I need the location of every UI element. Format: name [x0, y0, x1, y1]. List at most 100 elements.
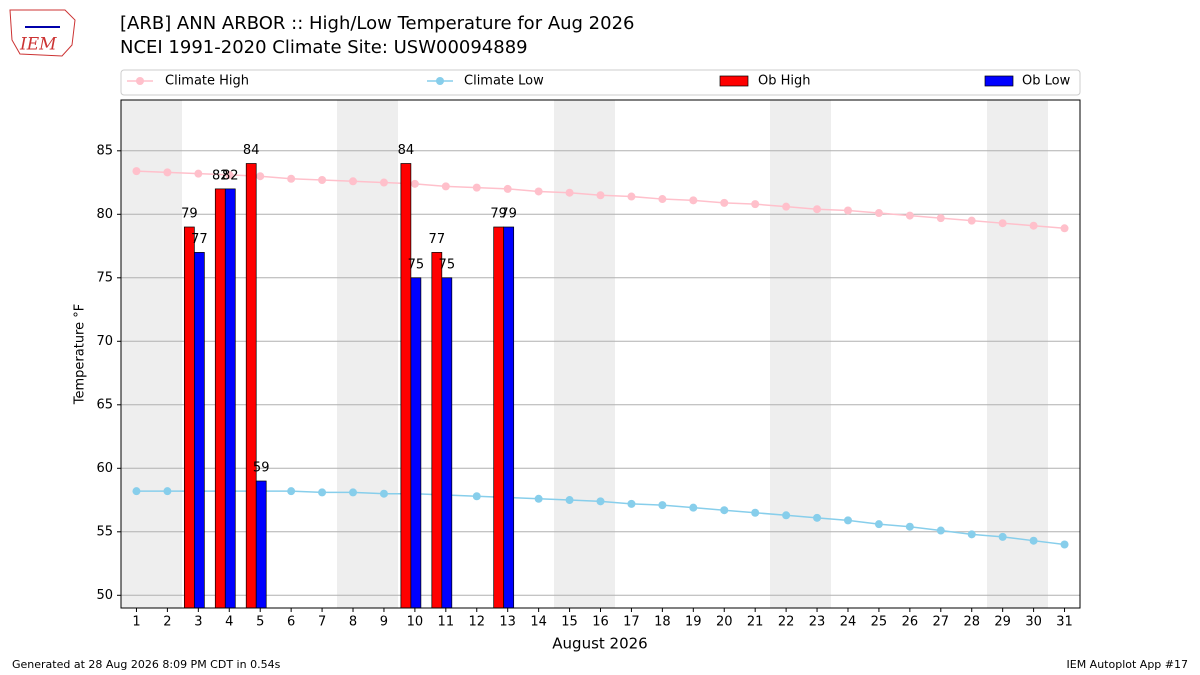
bar — [431, 252, 443, 609]
bar — [441, 277, 453, 609]
point — [751, 200, 760, 209]
x-tick-label: 27 — [933, 615, 950, 630]
data-label: 75 — [408, 257, 425, 272]
y-axis-label: Temperature °F — [73, 304, 88, 405]
data-label: 77 — [191, 232, 208, 247]
chart-subtitle: NCEI 1991-2020 Climate Site: USW00094889 — [120, 37, 528, 58]
point — [441, 182, 450, 191]
x-tick-label: 18 — [654, 615, 671, 630]
point — [318, 488, 327, 497]
point — [720, 506, 729, 515]
x-tick-label: 31 — [1056, 615, 1073, 630]
point — [132, 487, 141, 496]
data-label: 59 — [253, 461, 270, 476]
point — [905, 522, 914, 531]
bar — [214, 188, 226, 609]
point — [534, 494, 543, 503]
footer-left: Generated at 28 Aug 2026 8:09 PM CDT in … — [12, 658, 281, 671]
point — [658, 501, 667, 510]
x-tick-label: 3 — [194, 615, 202, 630]
point — [1029, 221, 1038, 230]
point — [658, 195, 667, 204]
point — [689, 503, 698, 512]
logo-outline — [9, 9, 76, 57]
point — [967, 216, 976, 225]
y-tick-label: 65 — [96, 397, 113, 412]
weekend-band — [770, 100, 831, 608]
x-tick-label: 7 — [318, 615, 326, 630]
point — [534, 187, 543, 196]
point — [379, 489, 388, 498]
data-label: 79 — [500, 207, 517, 222]
point — [751, 508, 760, 517]
x-tick-label: 2 — [163, 615, 171, 630]
x-tick-label: 21 — [747, 615, 764, 630]
point — [782, 511, 791, 520]
point — [627, 499, 636, 508]
x-tick-label: 20 — [716, 615, 733, 630]
point — [782, 202, 791, 211]
y-tick-label: 70 — [96, 334, 113, 349]
point — [225, 170, 234, 179]
point — [936, 214, 945, 223]
point — [379, 178, 388, 187]
data-label: 82 — [222, 168, 239, 183]
bar — [493, 226, 505, 609]
y-tick-label: 50 — [96, 588, 113, 603]
x-tick-label: 13 — [499, 615, 516, 630]
point — [905, 211, 914, 220]
y-tick-label: 60 — [96, 461, 113, 476]
point — [287, 487, 296, 496]
weekend-band — [554, 100, 615, 608]
bar — [255, 480, 267, 609]
x-tick-label: 16 — [592, 615, 609, 630]
point — [349, 177, 358, 186]
x-tick-label: 4 — [225, 615, 233, 630]
point — [349, 488, 358, 497]
point — [194, 169, 203, 178]
y-tick-label: 75 — [96, 270, 113, 285]
logo: IEM — [9, 9, 76, 57]
x-tick-label: 24 — [840, 615, 857, 630]
bar — [183, 226, 195, 609]
data-label: 84 — [243, 143, 260, 158]
legend-marker — [436, 77, 444, 85]
x-tick-label: 17 — [623, 615, 640, 630]
point — [472, 492, 481, 501]
point — [163, 487, 172, 496]
point — [720, 198, 729, 207]
legend-swatch — [719, 75, 749, 87]
legend-swatch — [984, 75, 1014, 87]
point — [256, 172, 265, 181]
weekend-band — [987, 100, 1048, 608]
point — [689, 196, 698, 205]
point — [1060, 540, 1069, 549]
point — [874, 209, 883, 218]
point — [874, 520, 883, 529]
point — [967, 530, 976, 539]
point — [843, 206, 852, 215]
bar — [224, 188, 236, 609]
bar — [410, 277, 422, 609]
x-tick-label: 5 — [256, 615, 264, 630]
legend-marker — [136, 77, 144, 85]
logo-text: IEM — [19, 35, 57, 55]
x-tick-label: 9 — [380, 615, 388, 630]
x-tick-label: 10 — [407, 615, 424, 630]
point — [287, 174, 296, 183]
x-tick-label: 8 — [349, 615, 357, 630]
weekend-shading — [121, 100, 1048, 608]
point — [132, 167, 141, 176]
data-label: 84 — [398, 143, 415, 158]
point — [627, 192, 636, 201]
y-tick-label: 80 — [96, 207, 113, 222]
point — [813, 205, 822, 214]
x-tick-label: 29 — [994, 615, 1011, 630]
footer-right: IEM Autoplot App #17 — [1067, 658, 1189, 671]
data-label: 79 — [181, 207, 198, 222]
point — [163, 168, 172, 177]
x-tick-label: 25 — [871, 615, 888, 630]
point — [565, 188, 574, 197]
point — [410, 179, 419, 188]
